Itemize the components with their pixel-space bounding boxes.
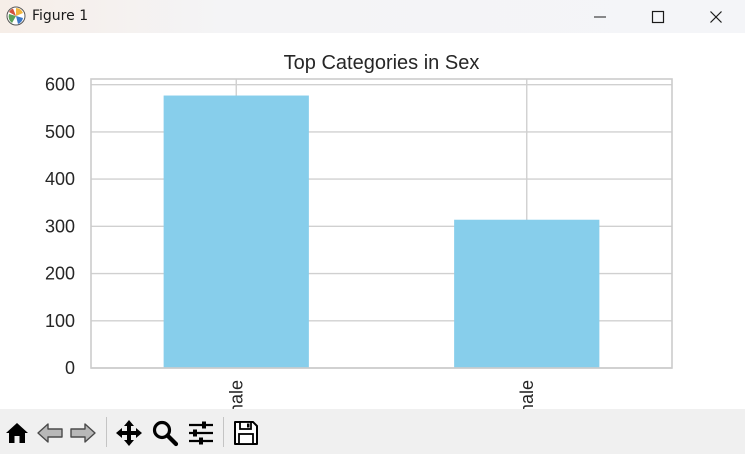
y-tick-label: 0 bbox=[65, 358, 75, 378]
forward-arrow-icon bbox=[70, 423, 96, 443]
minimize-icon bbox=[594, 16, 606, 17]
back-arrow-icon bbox=[37, 423, 63, 443]
y-tick-label: 400 bbox=[45, 169, 75, 189]
bar-male bbox=[163, 95, 309, 369]
chart-title: Top Categories in Sex bbox=[284, 52, 480, 74]
y-tick-label: 500 bbox=[45, 122, 75, 142]
x-tick-label: male bbox=[226, 380, 246, 409]
axes-frame bbox=[90, 78, 673, 369]
close-icon bbox=[710, 10, 722, 23]
forward-button[interactable] bbox=[68, 419, 98, 447]
save-icon bbox=[234, 421, 258, 445]
zoom-icon bbox=[152, 420, 179, 447]
back-button[interactable] bbox=[35, 419, 65, 447]
save-button[interactable] bbox=[231, 419, 261, 447]
pan-icon bbox=[116, 420, 142, 446]
toolbar-separator bbox=[106, 417, 107, 447]
configure-subplots-button[interactable] bbox=[186, 419, 216, 447]
figure-canvas[interactable]: 0 100 200 300 400 500 600 male female Top Categor… bbox=[0, 33, 745, 409]
zoom-button[interactable] bbox=[150, 419, 180, 447]
pan-button[interactable] bbox=[114, 419, 144, 447]
close-button[interactable] bbox=[687, 0, 745, 33]
home-icon bbox=[6, 423, 28, 443]
minimize-button[interactable] bbox=[571, 0, 629, 33]
bar-chart: 0 100 200 300 400 500 600 male female Top Categor… bbox=[45, 52, 673, 409]
y-tick-label: 600 bbox=[45, 75, 75, 95]
home-button[interactable] bbox=[2, 419, 32, 447]
maximize-button[interactable] bbox=[629, 0, 687, 33]
x-tick-label: female bbox=[517, 380, 537, 409]
maximize-icon bbox=[651, 10, 665, 23]
y-tick-label: 100 bbox=[45, 311, 75, 331]
matplotlib-icon bbox=[6, 6, 26, 26]
navigation-toolbar bbox=[0, 409, 745, 454]
toolbar-separator bbox=[223, 417, 224, 447]
y-tick-label: 200 bbox=[45, 264, 75, 284]
title-bar: Figure 1 bbox=[0, 0, 745, 33]
configure-subplots-icon bbox=[189, 421, 213, 445]
y-tick-label: 300 bbox=[45, 216, 75, 236]
bar-female bbox=[454, 219, 600, 368]
window-title: Figure 1 bbox=[32, 8, 89, 24]
